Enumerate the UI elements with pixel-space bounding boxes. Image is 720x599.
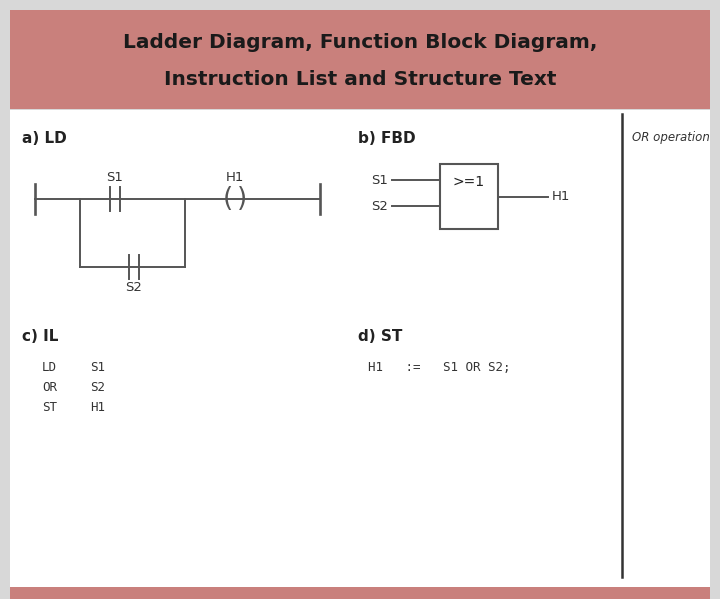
Bar xyxy=(10,110,710,589)
Text: c) IL: c) IL xyxy=(22,329,58,344)
Text: S1: S1 xyxy=(107,171,123,184)
Text: S2: S2 xyxy=(371,199,388,213)
Text: H1: H1 xyxy=(226,171,244,184)
Text: S1: S1 xyxy=(90,361,105,374)
Text: OR operation: OR operation xyxy=(632,131,710,144)
Text: Ladder Diagram, Function Block Diagram,: Ladder Diagram, Function Block Diagram, xyxy=(123,33,597,52)
Text: H1: H1 xyxy=(90,401,105,414)
Text: S2: S2 xyxy=(125,281,143,294)
Text: S1: S1 xyxy=(371,174,388,187)
Text: Instruction List and Structure Text: Instruction List and Structure Text xyxy=(163,70,557,89)
Bar xyxy=(10,587,710,599)
Text: b) FBD: b) FBD xyxy=(358,131,415,146)
Text: ): ) xyxy=(237,186,247,212)
Bar xyxy=(440,164,498,229)
Text: H1   :=   S1 OR S2;: H1 := S1 OR S2; xyxy=(368,361,510,374)
Text: H1: H1 xyxy=(552,190,570,203)
Text: LD: LD xyxy=(42,361,57,374)
Text: ST: ST xyxy=(42,401,57,414)
Text: d) ST: d) ST xyxy=(358,329,402,344)
Text: (: ( xyxy=(223,186,233,212)
Bar xyxy=(10,10,710,109)
Text: OR: OR xyxy=(42,381,57,394)
Text: >=1: >=1 xyxy=(453,175,485,189)
Text: S2: S2 xyxy=(90,381,105,394)
Text: a) LD: a) LD xyxy=(22,131,67,146)
